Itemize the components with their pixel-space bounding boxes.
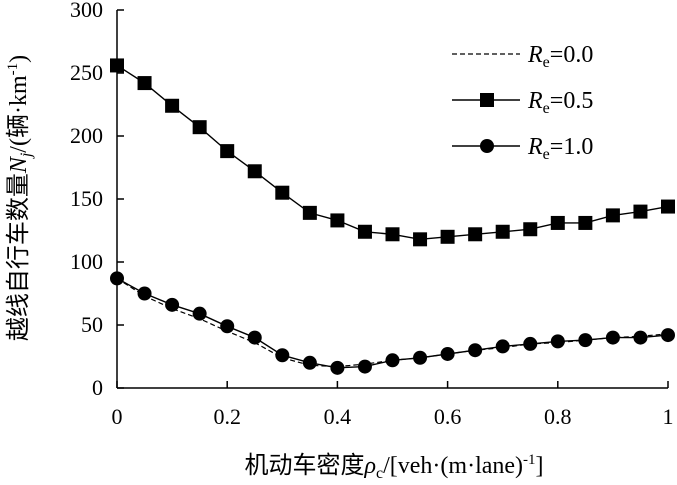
marker-square bbox=[605, 208, 620, 223]
marker-circle bbox=[633, 330, 648, 345]
marker-square bbox=[578, 215, 593, 230]
marker-square bbox=[192, 120, 207, 135]
marker-square bbox=[440, 229, 455, 244]
x-tick-label: 0.6 bbox=[434, 404, 462, 429]
marker-square bbox=[137, 76, 152, 91]
marker-circle bbox=[330, 360, 345, 375]
marker-square bbox=[357, 224, 372, 239]
marker-circle bbox=[302, 355, 317, 370]
axes: 0 50 100 150 200 250 300 0 0.2 0.4 0.6 0.8 1 bbox=[70, 0, 674, 429]
legend: Re=0.0 Re=0.5 Re=1.0 bbox=[452, 42, 593, 163]
x-tick-label: 0.4 bbox=[324, 404, 352, 429]
marker-square bbox=[633, 204, 648, 219]
x-tick-label: 1 bbox=[663, 404, 674, 429]
y-tick-label: 0 bbox=[92, 375, 103, 400]
legend-label: Re=0.5 bbox=[527, 88, 593, 117]
y-tick-label: 250 bbox=[70, 60, 103, 85]
marker-circle bbox=[523, 336, 538, 351]
y-tick-label: 150 bbox=[70, 186, 103, 211]
marker-square bbox=[523, 222, 538, 237]
marker-square bbox=[661, 199, 675, 214]
marker-circle bbox=[661, 328, 675, 343]
x-tick-label: 0.2 bbox=[213, 404, 241, 429]
marker-square bbox=[247, 164, 262, 179]
marker-circle bbox=[275, 348, 290, 363]
marker-circle bbox=[385, 353, 400, 368]
legend-marker-square bbox=[480, 93, 494, 107]
marker-circle bbox=[605, 330, 620, 345]
marker-square bbox=[220, 144, 235, 159]
legend-label: Re=1.0 bbox=[527, 134, 593, 163]
marker-square bbox=[385, 227, 400, 242]
marker-circle bbox=[413, 350, 428, 365]
x-axis-title: 机动车密度ρc/[veh·(m·lane)-1] bbox=[244, 452, 543, 482]
x-tick-label: 0.8 bbox=[544, 404, 572, 429]
marker-circle bbox=[192, 306, 207, 321]
marker-square bbox=[495, 224, 510, 239]
y-tick-label: 300 bbox=[70, 0, 103, 22]
legend-label: Re=0.0 bbox=[527, 42, 593, 71]
marker-square bbox=[468, 227, 483, 242]
y-tick-label: 100 bbox=[70, 249, 103, 274]
y-tick-label: 50 bbox=[81, 312, 103, 337]
marker-square bbox=[550, 215, 565, 230]
marker-square bbox=[110, 58, 124, 73]
y-axis-title: 越线自行车数量Nj/(辆·km-1) bbox=[5, 55, 35, 341]
marker-circle bbox=[247, 330, 262, 345]
marker-circle bbox=[468, 343, 483, 358]
marker-circle bbox=[137, 286, 152, 301]
marker-square bbox=[413, 232, 428, 247]
marker-circle bbox=[550, 334, 565, 349]
marker-square bbox=[275, 185, 290, 200]
marker-circle bbox=[165, 297, 180, 312]
marker-circle bbox=[578, 333, 593, 348]
series-layer bbox=[110, 58, 675, 375]
marker-circle bbox=[440, 346, 455, 361]
marker-circle bbox=[110, 271, 124, 286]
marker-square bbox=[165, 98, 180, 113]
y-tick-label: 200 bbox=[70, 123, 103, 148]
marker-circle bbox=[220, 319, 235, 334]
marker-circle bbox=[495, 339, 510, 354]
marker-square bbox=[330, 213, 345, 228]
x-tick-label: 0 bbox=[112, 404, 123, 429]
legend-marker-circle bbox=[480, 139, 494, 153]
marker-circle bbox=[357, 359, 372, 374]
marker-square bbox=[302, 205, 317, 220]
